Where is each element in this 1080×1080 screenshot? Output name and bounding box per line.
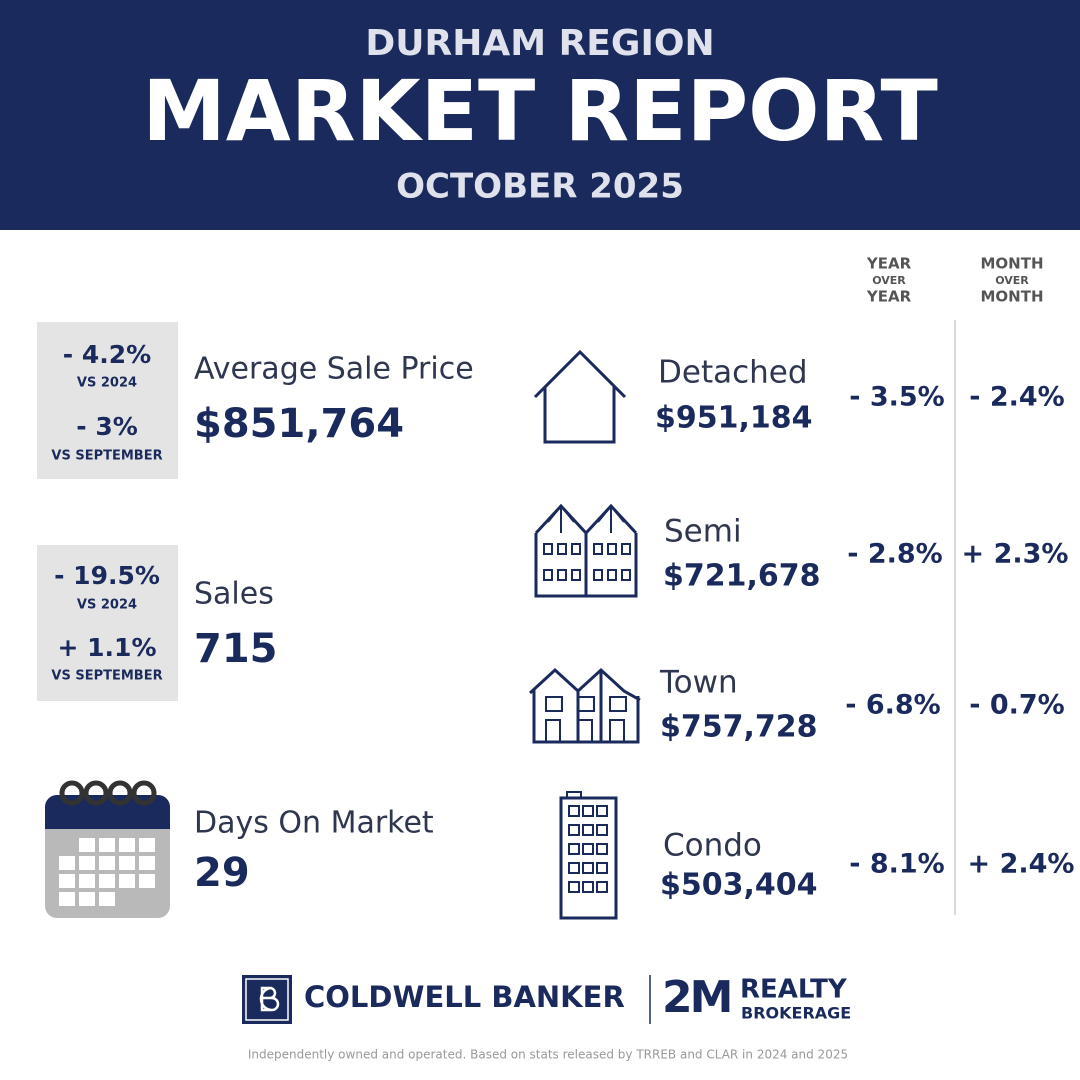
yoy-change: - 8.1% [849,849,945,880]
type-name: Town [659,665,738,701]
metric-value: $851,764 [194,401,404,447]
change-box [37,545,178,701]
change-label: VS 2024 [77,598,137,613]
type-name: Detached [658,355,808,391]
header-band [0,0,1080,230]
brand: COLDWELL BANKER [304,980,625,1014]
column-header: MONTH [980,288,1043,306]
partner-mark: 2M [662,972,730,1023]
mom-change: + 2.4% [968,849,1075,880]
yoy-change: - 3.5% [849,382,945,413]
column-header: MONTH [980,255,1043,273]
change-value: - 3% [76,412,138,441]
period: OCTOBER 2025 [396,167,684,207]
brand-logo [242,975,292,1024]
condo-icon [559,791,618,920]
change-value: - 4.2% [63,340,151,369]
type-price: $757,728 [660,710,818,745]
column-header: OVER [872,274,906,287]
metric-label: Average Sale Price [194,352,474,387]
region: DURHAM REGION [365,23,714,64]
partner-name: REALTY [740,975,848,1005]
town-icon [528,667,641,744]
change-value: - 19.5% [54,561,160,590]
calendar-icon [45,780,170,918]
type-name: Semi [664,514,742,550]
semi-icon [534,503,638,598]
yoy-change: - 2.8% [847,539,943,570]
partner-sub: BROKERAGE [741,1004,851,1023]
column-header: OVER [995,274,1029,287]
column-header: YEAR [866,288,912,306]
type-price: $721,678 [663,559,821,594]
change-box [37,322,178,479]
title: MARKET REPORT [142,62,938,160]
type-price: $503,404 [660,868,818,903]
disclaimer: Independently owned and operated. Based … [248,1048,848,1062]
change-value: + 1.1% [58,633,157,662]
type-price: $951,184 [655,401,813,436]
mom-change: - 0.7% [969,690,1065,721]
type-name: Condo [663,828,762,864]
yoy-change: - 6.8% [845,690,941,721]
change-label: VS SEPTEMBER [51,669,162,684]
metric-value: 29 [194,850,250,896]
metric-label: Days On Market [194,806,434,841]
metric-value: 715 [194,626,278,672]
column-header: YEAR [866,255,912,273]
mom-change: + 2.3% [962,539,1069,570]
change-label: VS SEPTEMBER [51,449,162,464]
house-icon [533,349,627,444]
metric-label: Sales [194,577,274,612]
change-label: VS 2024 [77,376,137,391]
mom-change: - 2.4% [969,382,1065,413]
